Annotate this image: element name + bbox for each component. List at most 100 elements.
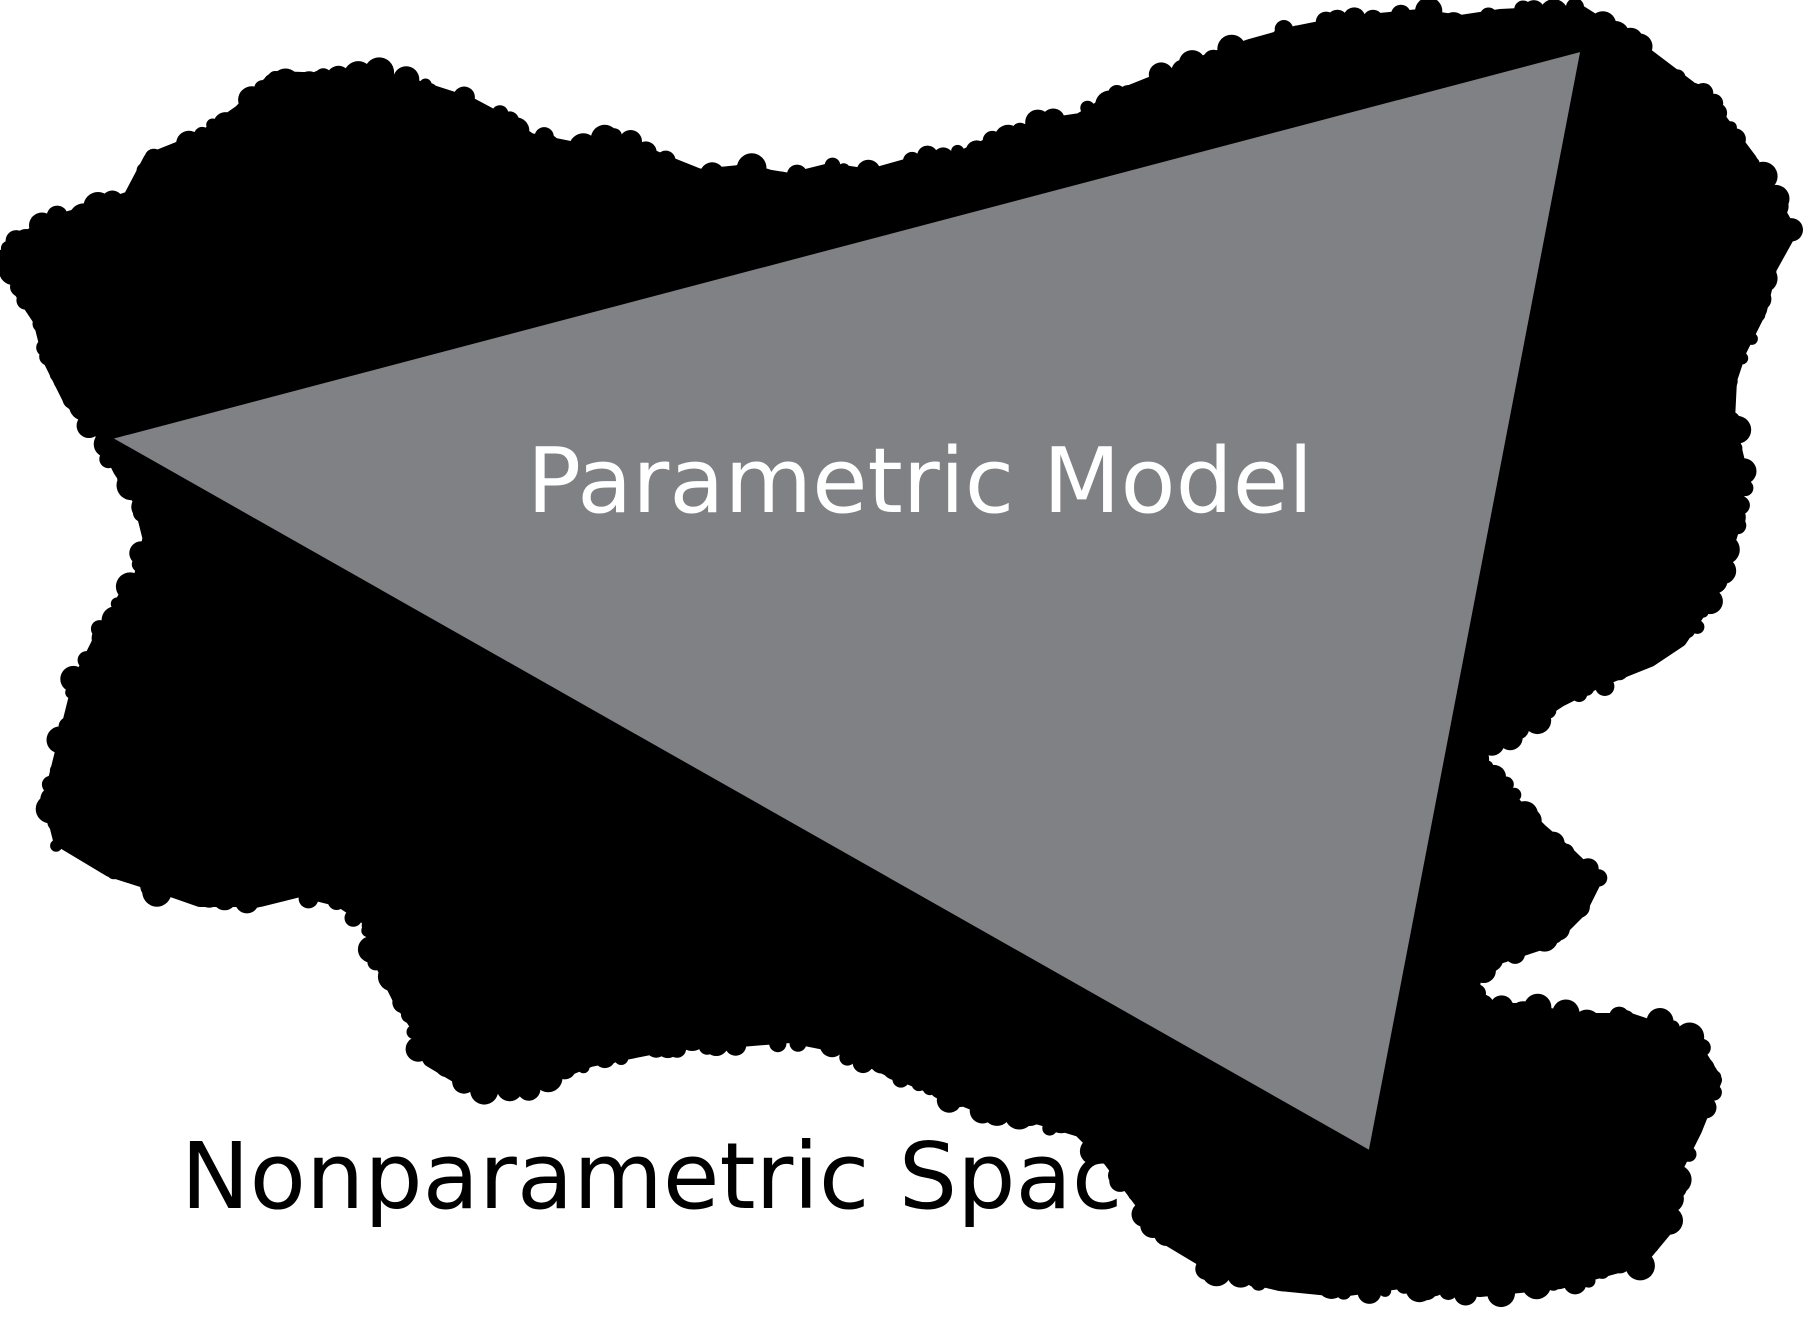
blob-edge-bump xyxy=(1735,303,1761,330)
blob-edge-bump xyxy=(645,1036,667,1058)
blob-edge-bump xyxy=(1700,567,1728,594)
blob-edge-bump xyxy=(550,141,571,162)
blob-edge-bump xyxy=(1696,604,1709,618)
blob-edge-bump xyxy=(129,573,149,593)
blob-edge-bump xyxy=(741,1029,755,1043)
blob-edge-bump xyxy=(969,1097,996,1124)
blob-edge-bump xyxy=(1665,1033,1678,1047)
blob-edge-bump xyxy=(1552,686,1567,702)
blob-edge-bump xyxy=(1479,7,1498,25)
blob-edge-bump xyxy=(1317,1270,1346,1300)
blob-edge-bump xyxy=(265,886,282,903)
blob-edge-bump xyxy=(135,176,152,193)
blob-edge-bump xyxy=(594,1046,616,1069)
blob-edge-bump xyxy=(1593,1014,1614,1035)
blob-edge-bump xyxy=(1523,706,1552,735)
blob-edge-bump xyxy=(41,775,60,794)
blob-edge-bump xyxy=(1260,34,1275,49)
blob-edge-bump xyxy=(1654,1222,1671,1239)
blob-edge-bump xyxy=(699,162,725,187)
blob-edge-bump xyxy=(965,140,988,163)
blob-edge-bump xyxy=(62,390,82,409)
blob-edge-bump xyxy=(824,157,841,174)
blob-edge-bump xyxy=(1195,1257,1218,1281)
blob-edge-bump xyxy=(49,367,65,382)
blob-edge-bump xyxy=(1724,128,1746,151)
blob-edge-bump xyxy=(101,606,130,634)
blob-edge-bump xyxy=(1708,1070,1722,1084)
blob-edge-bump xyxy=(453,86,475,109)
blob-edge-bump xyxy=(194,126,211,143)
blob-edge-bump xyxy=(1554,3,1568,18)
blob-edge-bump xyxy=(870,167,888,185)
blob-edge-bump xyxy=(752,1026,767,1041)
blob-edge-bump xyxy=(837,163,850,176)
blob-edge-bump xyxy=(1531,924,1558,952)
blob-edge-bump xyxy=(1178,50,1206,77)
blob-edge-bump xyxy=(141,533,159,550)
blob-edge-bump xyxy=(439,93,456,110)
blob-edge-bump xyxy=(1391,4,1411,25)
blob-edge-bump xyxy=(1080,100,1095,116)
blob-edge-bump xyxy=(1706,102,1728,124)
blob-edge-bump xyxy=(496,1075,523,1102)
blob-edge-bump xyxy=(1500,943,1516,959)
blob-edge-bump xyxy=(1041,108,1065,132)
blob-edge-bump xyxy=(769,1035,787,1053)
blob-edge-bump xyxy=(406,1024,421,1039)
blob-edge-bump xyxy=(1563,1271,1587,1295)
blob-edge-bump xyxy=(517,1077,541,1101)
blob-edge-bump xyxy=(1343,7,1366,30)
blob-edge-bump xyxy=(1464,15,1478,29)
blob-edge-bump xyxy=(819,1032,845,1058)
blob-edge-bump xyxy=(1655,1184,1684,1213)
blob-edge-bump xyxy=(1522,1270,1552,1300)
blob-edge-bump xyxy=(1748,287,1772,311)
blob-edge-bump xyxy=(1268,1263,1297,1292)
blob-edge-bump xyxy=(1572,1009,1602,1039)
blob-edge-bump xyxy=(922,1081,937,1096)
blob-edge-bump xyxy=(1284,25,1312,52)
blob-edge-bump xyxy=(1011,122,1029,140)
blob-edge-bump xyxy=(1227,1260,1255,1288)
blob-edge-bump xyxy=(1748,263,1778,293)
blob-edge-bump xyxy=(14,229,37,252)
blob-edge-bump xyxy=(298,888,319,909)
blob-edge-bump xyxy=(606,128,622,144)
blob-edge-bump xyxy=(346,900,361,916)
blob-edge-bump xyxy=(1108,1165,1129,1186)
blob-edge-bump xyxy=(1243,41,1264,62)
blob-edge-bump xyxy=(393,66,420,93)
blob-edge-bump xyxy=(1687,1104,1706,1124)
blob-edge-bump xyxy=(1484,1273,1511,1301)
blob-edge-bump xyxy=(1489,995,1514,1019)
blob-edge-bump xyxy=(1590,869,1608,887)
blob-edge-bump xyxy=(117,469,136,488)
blob-edge-bump xyxy=(870,1051,892,1074)
blob-edge-bump xyxy=(1574,882,1590,898)
blob-edge-bump xyxy=(1716,400,1730,413)
blob-edge-bump xyxy=(470,1076,499,1105)
blob-edge-bump xyxy=(1507,787,1522,803)
blob-edge-bump xyxy=(1379,1284,1392,1297)
blob-edge-bump xyxy=(124,187,140,203)
blob-edge-bump xyxy=(1737,479,1754,497)
blob-edge-bump xyxy=(852,1052,874,1074)
blob-edge-bump xyxy=(1692,1057,1715,1080)
blob-edge-bump xyxy=(571,1042,598,1069)
blob-edge-bump xyxy=(452,1074,466,1088)
blob-edge-bump xyxy=(1745,332,1758,345)
blob-edge-bump xyxy=(70,835,83,848)
blob-edge-bump xyxy=(60,665,87,693)
blob-edge-bump xyxy=(1594,1263,1610,1279)
blob-edge-bump xyxy=(1730,458,1757,485)
blob-edge-bump xyxy=(120,863,134,877)
blob-edge-bump xyxy=(1750,171,1769,191)
blob-edge-bump xyxy=(131,493,158,520)
blob-edge-bump xyxy=(1454,1282,1478,1306)
blob-edge-bump xyxy=(1362,9,1384,30)
blob-edge-bump xyxy=(1681,1146,1697,1162)
blob-edge-bump xyxy=(1454,21,1468,34)
blob-edge-bump xyxy=(58,717,78,736)
